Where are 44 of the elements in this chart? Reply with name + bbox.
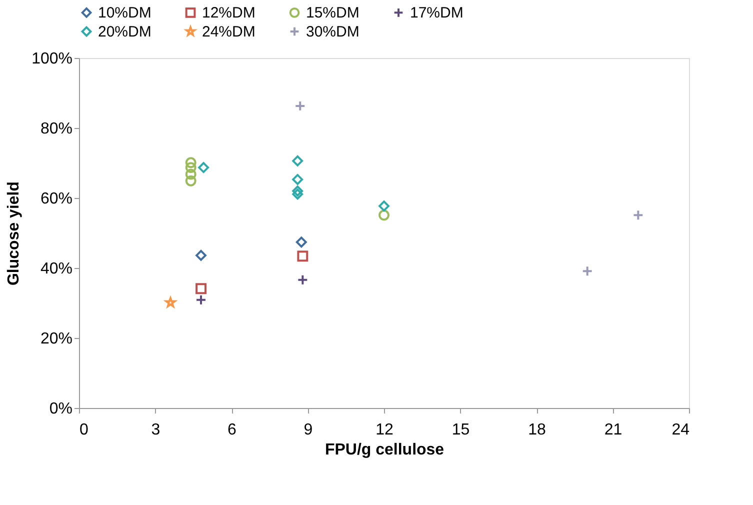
point [292, 174, 304, 185]
x-tick-label: 21 [604, 422, 622, 438]
legend-label: 17%DM [410, 4, 464, 22]
point [294, 100, 306, 112]
y-tick-label: 0% [49, 400, 72, 418]
legend-label: 12%DM [202, 4, 256, 22]
x-tick-label: 9 [304, 422, 313, 438]
legend-label: 15%DM [306, 4, 360, 22]
point [378, 200, 390, 212]
point [185, 168, 196, 180]
x-tick-label: 0 [80, 422, 88, 438]
y-tick-label: 60% [40, 190, 72, 208]
x-tick-label: 24 [672, 422, 690, 438]
x-tick-label: 15 [452, 422, 470, 438]
point [292, 186, 304, 196]
y-tick-label: 80% [40, 120, 72, 138]
x-tick-label: 3 [151, 422, 160, 438]
legend-label: 10%DM [98, 4, 152, 22]
legend-label: 24%DM [202, 24, 256, 40]
x-tick-label: 18 [528, 422, 546, 438]
point [198, 162, 210, 174]
legend-label: 20%DM [98, 24, 152, 40]
point [378, 210, 390, 221]
point [297, 274, 308, 286]
point [292, 155, 304, 166]
point [185, 162, 196, 174]
point [296, 236, 307, 248]
x-axis-title: FPU/g cellulose [324, 442, 444, 458]
point [297, 250, 308, 262]
point [196, 250, 206, 261]
y-tick-label: 20% [40, 330, 72, 348]
point [196, 294, 206, 306]
y-axis-title: Glucose yield [6, 181, 23, 286]
y-tick-label: 100% [32, 50, 72, 68]
point [185, 157, 196, 168]
y-tick-label: 40% [40, 260, 72, 278]
point [196, 283, 206, 294]
point [185, 175, 196, 186]
legend-label: 30%DM [306, 24, 360, 40]
point [632, 210, 644, 221]
x-tick-label: 12 [376, 422, 394, 438]
point [582, 266, 593, 277]
x-tick-label: 6 [228, 422, 237, 438]
point [292, 188, 304, 200]
